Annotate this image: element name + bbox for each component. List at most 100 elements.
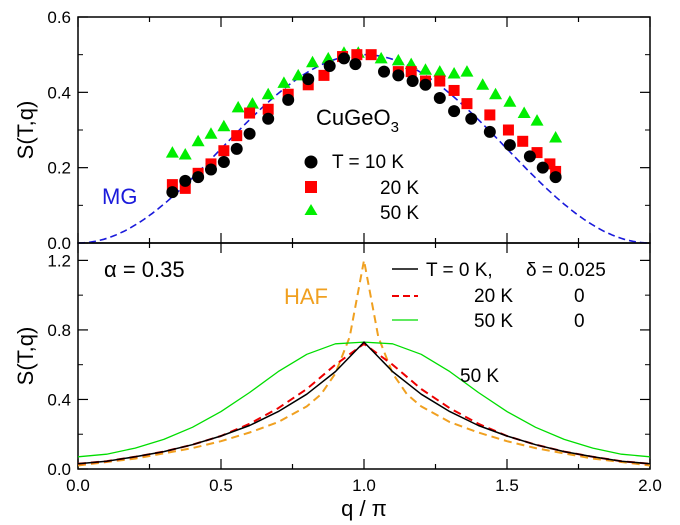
data-point-50K [165, 146, 179, 158]
data-point-50K [460, 65, 474, 77]
data-point-10K [230, 142, 243, 155]
alpha-label: α = 0.35 [104, 257, 185, 282]
data-point-20K [434, 75, 446, 87]
x-tick-label: 0.0 [66, 476, 90, 495]
mg-curve-label: MG [102, 184, 137, 209]
legend-label-50K-bottom: 50 K [474, 311, 513, 332]
data-point-50K [476, 78, 490, 90]
data-point-50K [291, 68, 305, 81]
legend-delta-20K: 0 [574, 286, 585, 307]
data-point-10K [523, 150, 536, 163]
data-point-50K [447, 67, 461, 79]
curve-50K [77, 341, 651, 458]
legend-marker-50K [304, 204, 318, 215]
data-point-50K [489, 87, 503, 100]
data-point-20K [166, 179, 178, 191]
data-point-10K [378, 65, 391, 78]
data-point-20K [351, 49, 363, 61]
data-point-10K [433, 91, 446, 104]
bottom-curves [77, 259, 651, 467]
data-point-50K [191, 134, 205, 147]
data-point-50K [418, 63, 432, 75]
legend-label-50K: 50 K [380, 203, 419, 224]
data-point-20K [405, 66, 417, 78]
haf-curve-label: HAF [284, 284, 328, 309]
data-point-20K [517, 135, 529, 147]
x-axis-label: q / π [341, 496, 387, 521]
legend-marker-10K [304, 155, 318, 169]
top-y-tick-label: 0.0 [47, 234, 71, 253]
top-y-tick-label: 0.4 [47, 83, 71, 102]
bottom-y-tick-label: 0.8 [47, 321, 71, 340]
bottom-panel: 0.0 0.4 0.8 1.2 0.0 0.5 1.0 1.5 2.0 S(T,q) q / π… [13, 242, 662, 521]
x-tick-label: 1.5 [495, 476, 519, 495]
top-panel: 0.0 0.2 0.4 0.6 S(T,q) MG CuGeO3 T = 10 K 2… [13, 8, 651, 253]
legend-label-20K-bottom: 20 K [474, 286, 513, 307]
data-point-50K [433, 65, 447, 77]
legend-label-20K: 20 K [380, 178, 419, 199]
data-point-10K [204, 163, 217, 176]
legend-marker-20K [305, 181, 317, 193]
top-curves [78, 53, 650, 244]
top-y-tick-label: 0.6 [47, 8, 71, 27]
data-point-20K [262, 103, 274, 115]
data-point-10K [302, 73, 315, 86]
top-y-axis-label: S(T,q) [13, 101, 38, 160]
data-point-10K [465, 112, 478, 125]
data-point-20K [461, 98, 473, 110]
legend-label-T0: T = 0 K, [426, 260, 493, 281]
data-point-20K [218, 145, 230, 157]
data-point-20K [448, 84, 460, 96]
data-point-50K [391, 53, 405, 66]
material-label: CuGeO3 [316, 105, 399, 136]
data-point-10K [406, 75, 419, 88]
curve-label-50K: 50 K [460, 366, 499, 387]
bottom-y-tick-label: 1.2 [47, 251, 71, 270]
x-tick-label: 1.0 [352, 476, 376, 495]
data-point-10K [282, 93, 295, 106]
data-point-10K [419, 78, 432, 91]
curve-T0 [77, 341, 651, 465]
data-point-10K [192, 171, 205, 184]
bottom-legend: T = 0 K, δ = 0.025 20 K 0 50 K 0 [392, 260, 606, 332]
data-point-20K [531, 147, 543, 159]
legend-label-delta: δ = 0.025 [526, 260, 606, 281]
data-point-10K [217, 156, 230, 169]
data-point-20K [179, 182, 191, 194]
top-axis-ticks: 0.0 0.2 0.4 0.6 [47, 8, 651, 253]
top-y-tick-label: 0.2 [47, 159, 71, 178]
data-point-50K [245, 97, 259, 109]
bottom-y-axis-label: S(T,q) [13, 327, 38, 386]
data-point-50K [178, 147, 192, 160]
data-point-10K [392, 69, 405, 82]
data-point-10K [448, 105, 461, 118]
data-point-50K [306, 55, 320, 68]
data-point-20K [365, 49, 377, 61]
data-point-50K [277, 76, 291, 88]
data-point-50K [530, 114, 544, 126]
bottom-y-tick-label: 0.4 [47, 390, 71, 409]
data-point-20K [244, 107, 256, 119]
data-point-10K [349, 58, 362, 71]
data-point-20K [318, 69, 330, 81]
data-point-10K [262, 112, 275, 125]
data-point-50K [217, 119, 231, 132]
data-point-10K [536, 161, 549, 174]
data-point-20K [484, 109, 496, 121]
bottom-axis-ticks: 0.0 0.4 0.8 1.2 0.0 0.5 1.0 1.5 2.0 [47, 243, 662, 495]
data-point-10K [337, 52, 350, 65]
data-point-50K [503, 95, 517, 107]
top-legend: T = 10 K 20 K 50 K [304, 152, 419, 224]
mg-curve [78, 53, 650, 244]
data-point-20K [231, 130, 243, 142]
x-tick-label: 2.0 [638, 476, 662, 495]
data-point-10K [549, 171, 562, 184]
data-point-10K [243, 127, 256, 140]
data-point-50K [261, 87, 275, 100]
legend-label-10K: T = 10 K [332, 152, 404, 173]
data-point-10K [323, 59, 336, 72]
data-point-50K [517, 106, 531, 119]
data-point-50K [204, 127, 218, 139]
data-point-10K [503, 139, 516, 152]
data-point-20K [544, 158, 556, 170]
